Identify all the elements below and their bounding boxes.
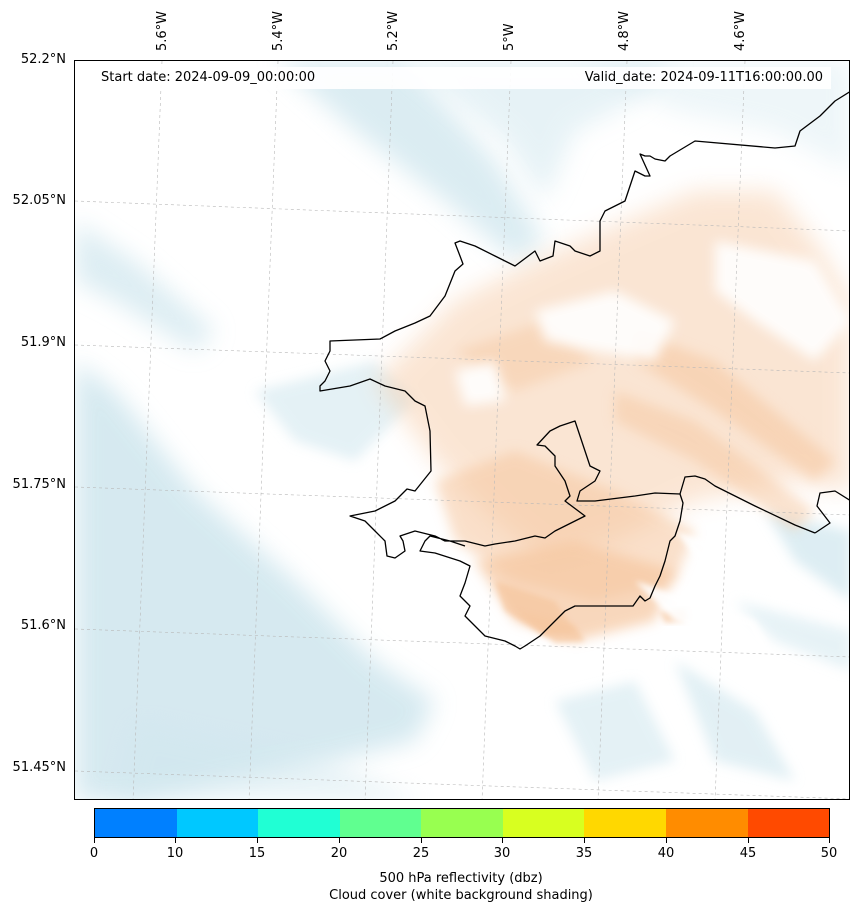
- colorbar-tick: [421, 838, 422, 843]
- colorbar-tick: [94, 838, 95, 843]
- lon-label-5-4w: 5.4°W: [271, 10, 286, 51]
- colorbar-tick: [829, 838, 830, 843]
- colorbar-tick-label: 45: [739, 846, 757, 861]
- colorbar-segment: [176, 809, 259, 837]
- colorbar-tick-label: 10: [166, 846, 184, 861]
- colorbar-tick: [339, 838, 340, 843]
- colorbar-segment: [339, 809, 422, 837]
- colorbar-tick-label: 20: [330, 846, 348, 861]
- colorbar-title: 500 hPa reflectivity (dbz): [379, 871, 543, 886]
- lat-label-51-45n: 51.45°N: [12, 760, 66, 775]
- colorbar-tick-label: 15: [248, 846, 266, 861]
- colorbar-tick-label: 0: [89, 846, 99, 861]
- colorbar-segment: [502, 809, 585, 837]
- valid-date-label: Valid_date: 2024-09-11T16:00:00.00: [584, 70, 823, 85]
- colorbar-tick: [666, 838, 667, 843]
- colorbar-segment: [258, 809, 340, 837]
- colorbar-segment: [665, 809, 748, 837]
- map-header: Start date: 2024-09-09_00:00:00 Valid_da…: [93, 67, 831, 89]
- colorbar-tick-label: 30: [493, 846, 511, 861]
- lat-label-51-9n: 51.9°N: [20, 335, 66, 350]
- colorbar-segment: [421, 809, 503, 837]
- lon-label-4-6w: 4.6°W: [733, 10, 748, 51]
- start-date-label: Start date: 2024-09-09_00:00:00: [101, 70, 316, 85]
- colorbar-tick: [257, 838, 258, 843]
- lon-label-4-8w: 4.8°W: [617, 10, 632, 51]
- colorbar-tick: [584, 838, 585, 843]
- colorbar-tick: [175, 838, 176, 843]
- colorbar-tick-label: 35: [575, 846, 593, 861]
- colorbar-tick: [502, 838, 503, 843]
- lat-label-52-05n: 52.05°N: [12, 193, 66, 208]
- colorbar-tick-label: 50: [820, 846, 838, 861]
- lat-label-51-75n: 51.75°N: [12, 477, 66, 492]
- lat-label-51-6n: 51.6°N: [20, 618, 66, 633]
- lon-label-5-2w: 5.2°W: [386, 10, 401, 51]
- coastline: [319, 91, 849, 650]
- colorbar-tick-label: 40: [657, 846, 675, 861]
- lon-label-5w: 5°W: [502, 23, 517, 51]
- colorbar-segment: [747, 809, 830, 837]
- colorbar-segment: [95, 809, 177, 837]
- colorbar-segment: [584, 809, 666, 837]
- lat-label-52-2n: 52.2°N: [20, 52, 66, 67]
- lon-label-5-6w: 5.6°W: [155, 10, 170, 51]
- colorbar-subtitle: Cloud cover (white background shading): [329, 888, 593, 903]
- colorbar-tick: [748, 838, 749, 843]
- map-canvas: [75, 61, 849, 799]
- colorbar-tick-label: 25: [412, 846, 430, 861]
- clear-sky-patches: [455, 241, 849, 661]
- map-panel[interactable]: Start date: 2024-09-09_00:00:00 Valid_da…: [74, 60, 850, 800]
- colorbar: [94, 808, 830, 838]
